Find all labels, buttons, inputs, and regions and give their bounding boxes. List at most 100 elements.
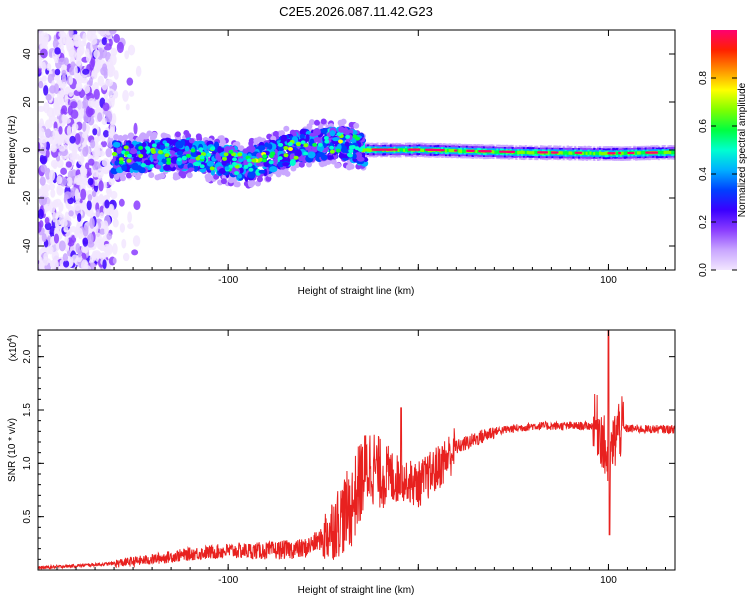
spectrogram-cell [627, 151, 635, 155]
spectrogram-cell [44, 222, 52, 231]
colorbar-gradient [711, 30, 737, 270]
spectrogram-cell [190, 148, 196, 153]
spectrogram-cell [149, 135, 156, 142]
spectrogram-cell [600, 152, 604, 156]
colorbar-tick-label: 0.0 [698, 263, 709, 277]
spectrogram-cell [456, 148, 459, 153]
spectrogram-cell [175, 140, 184, 149]
spectrogram-cell [125, 103, 130, 111]
spectrogram-cells [38, 30, 675, 270]
spectrogram-cell [598, 151, 602, 155]
spectrogram-cell [108, 94, 116, 102]
spectrogram-cell [591, 151, 594, 156]
spectrogram-cell [247, 171, 256, 179]
snr-axis-multiplier: (x104) [7, 335, 19, 362]
spectrogram-cell [88, 158, 95, 166]
spectrogram-cell [238, 158, 244, 163]
spectrogram-cell [138, 145, 144, 150]
spectrogram-cell [320, 118, 327, 125]
spectrogram-cell [186, 172, 193, 179]
spectrogram-cell [108, 178, 115, 186]
spectrogram-cell [293, 155, 299, 160]
spectrogram-cell [283, 125, 290, 132]
spectrogram-cell [283, 145, 289, 150]
spectrogram-cell [282, 162, 290, 167]
spectrogram-cell [89, 58, 95, 71]
spectrogram-cell [422, 148, 425, 153]
spectrogram-cell [59, 218, 68, 228]
colorbar: 0.0 0.2 0.4 0.6 0.8 Normalized spectral ampl… [698, 30, 748, 277]
spectrogram-cell [135, 65, 142, 77]
spectrogram-cell [338, 154, 348, 159]
snr-y-ticks: 0.5 1.0 1.5 2.0 [22, 334, 675, 560]
spectrogram-cell [118, 198, 125, 207]
spectrogram-cell [112, 257, 117, 264]
spectrogram-cell [90, 139, 96, 149]
spectrogram-cell [65, 177, 73, 187]
spectrogram-cell [181, 155, 187, 160]
spectrogram-cell [557, 151, 560, 155]
spectrogram-cell [403, 148, 406, 153]
spectrogram-cell [68, 210, 74, 217]
spectrogram-cell [107, 63, 114, 73]
spectrogram-cell [401, 148, 404, 152]
spectrogram-cell [79, 165, 88, 177]
snr-y-tick-label: 1.0 [22, 456, 33, 470]
spectrogram-cell [224, 166, 230, 171]
spectrogram-cell [49, 85, 57, 94]
spectrogram-cell [112, 218, 119, 228]
spectrogram-cell [184, 145, 190, 152]
spectrogram-cell [105, 79, 114, 87]
spectrogram-cell [528, 151, 532, 155]
spectrogram-cell [329, 149, 335, 154]
spectrogram-cell [157, 150, 163, 155]
spectrogram-cell [110, 190, 118, 200]
spectrogram-cell [69, 135, 76, 144]
spectrogram-cell [82, 68, 90, 75]
spectrogram-x-label: Height of straight line (km) [298, 286, 415, 297]
spectrogram-cell [587, 151, 591, 155]
spectrogram-cell [50, 259, 59, 269]
spectrogram-cell [80, 188, 87, 201]
spectrogram-cell [71, 123, 79, 131]
spectrogram-cell [574, 151, 583, 154]
spectrogram-cell [324, 139, 330, 144]
spectrogram-cell [85, 162, 90, 170]
spectrogram-cell [50, 144, 56, 151]
snr-y-label: SNR (10 * v/v) [7, 418, 18, 482]
spectrogram-cell [232, 157, 238, 162]
spectrogram-cell [129, 148, 138, 155]
spectrogram-cell [141, 141, 147, 147]
spectrogram-cell [607, 152, 616, 155]
spectrogram-cell [82, 237, 89, 247]
spectrogram-cell [306, 123, 313, 130]
spectrogram-y-tick-label: -40 [22, 238, 33, 253]
spectrogram-cell [81, 77, 89, 84]
spectrogram-cell [552, 151, 559, 154]
spectrogram-cell [56, 219, 61, 226]
snr-panel: -100 100 0.5 1.0 1.5 2.0 Height of straight … [7, 329, 676, 596]
spectrogram-cell [166, 157, 172, 162]
spectrogram-cell [62, 132, 67, 145]
spectrogram-cell [640, 151, 644, 155]
spectrogram-cell [424, 148, 430, 151]
spectrogram-cell [294, 149, 302, 157]
spectrogram-cell [520, 150, 524, 154]
spectrogram-cell [371, 148, 383, 151]
spectrogram-cell [58, 57, 66, 65]
spectrogram-cell [54, 198, 62, 206]
spectrogram-cell [54, 47, 61, 55]
spectrogram-cell [671, 150, 674, 155]
spectrogram-cell [61, 113, 66, 123]
spectrogram-cell [48, 183, 55, 191]
spectrogram-cell [283, 153, 289, 158]
spectrogram-cell [45, 128, 52, 139]
spectrogram-cell [70, 61, 76, 69]
spectrogram-cell [210, 169, 215, 176]
spectrogram-cell [289, 153, 296, 161]
spectrogram-cell [220, 178, 227, 185]
spectrogram-cell [581, 151, 585, 155]
spectrogram-cell [77, 249, 82, 258]
spectrogram-cell [116, 41, 124, 54]
spectrogram-cell [128, 143, 134, 149]
